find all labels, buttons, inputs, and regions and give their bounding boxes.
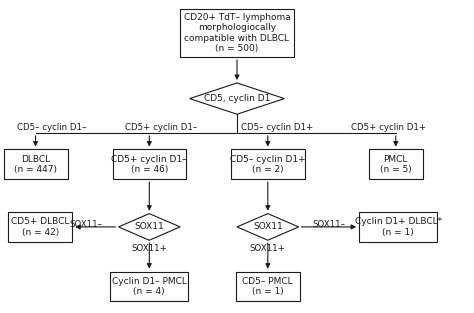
FancyBboxPatch shape <box>3 150 67 179</box>
Text: CD5+ cyclin D1–
(n = 46): CD5+ cyclin D1– (n = 46) <box>111 155 187 174</box>
FancyBboxPatch shape <box>231 150 304 179</box>
Text: CD5– PMCL
(n = 1): CD5– PMCL (n = 1) <box>243 277 293 296</box>
Text: SOX11: SOX11 <box>253 223 283 231</box>
Text: CD5, cyclin D1: CD5, cyclin D1 <box>204 94 270 103</box>
Polygon shape <box>237 213 299 240</box>
Text: SOX11+: SOX11+ <box>131 244 167 253</box>
Text: SOX11–: SOX11– <box>69 220 102 229</box>
Text: CD5+ cyclin D1+: CD5+ cyclin D1+ <box>351 123 426 131</box>
FancyBboxPatch shape <box>236 271 300 301</box>
Text: SOX11+: SOX11+ <box>250 244 286 253</box>
Text: CD5– cyclin D1–: CD5– cyclin D1– <box>18 123 87 131</box>
Polygon shape <box>190 83 284 114</box>
FancyBboxPatch shape <box>180 9 294 57</box>
Text: CD5– cyclin D1+
(n = 2): CD5– cyclin D1+ (n = 2) <box>230 155 306 174</box>
Text: CD5+ DLBCL
(n = 42): CD5+ DLBCL (n = 42) <box>11 217 70 237</box>
Text: Cyclin D1+ DLBCL*
(n = 1): Cyclin D1+ DLBCL* (n = 1) <box>355 217 442 237</box>
FancyBboxPatch shape <box>359 212 437 242</box>
Text: CD20+ TdT– lymphoma
morphologiocally
compatible with DLBCL
(n = 500): CD20+ TdT– lymphoma morphologiocally com… <box>183 13 291 53</box>
Text: CD5– cyclin D1+: CD5– cyclin D1+ <box>241 123 313 131</box>
Text: SOX11: SOX11 <box>135 223 164 231</box>
FancyBboxPatch shape <box>368 150 423 179</box>
Text: SOX11–: SOX11– <box>313 220 346 229</box>
FancyBboxPatch shape <box>8 212 72 242</box>
Text: CD5+ cyclin D1–: CD5+ cyclin D1– <box>125 123 197 131</box>
FancyBboxPatch shape <box>112 150 186 179</box>
Text: Cyclin D1– PMCL
(n = 4): Cyclin D1– PMCL (n = 4) <box>112 277 187 296</box>
FancyBboxPatch shape <box>110 271 188 301</box>
Text: PMCL
(n = 5): PMCL (n = 5) <box>380 155 411 174</box>
Text: DLBCL
(n = 447): DLBCL (n = 447) <box>14 155 57 174</box>
Polygon shape <box>118 213 180 240</box>
